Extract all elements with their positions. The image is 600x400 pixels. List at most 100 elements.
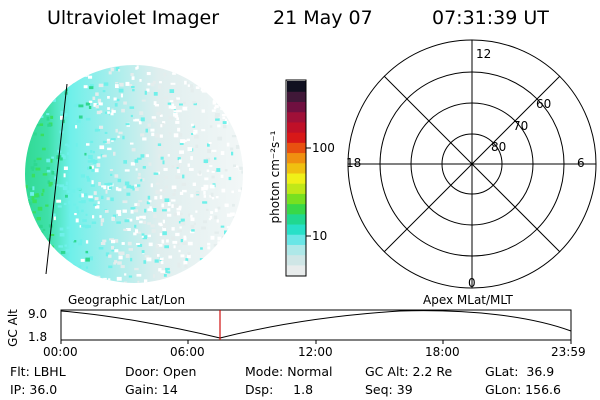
uv-speckle [140,178,145,182]
uv-speckle [76,210,80,214]
uv-speckle [230,147,234,151]
uv-speckle [162,121,166,125]
uv-speckle [203,191,206,195]
uv-speckle [98,102,103,106]
uv-speckle [48,224,53,228]
uv-speckle [78,115,83,119]
uv-speckle [159,114,163,117]
uv-speckle [134,224,137,228]
uv-speckle [167,102,172,105]
uv-speckle [102,140,107,144]
uv-speckle [89,256,93,261]
uv-speckle [117,135,120,138]
uv-speckle [158,154,161,158]
uv-speckle [173,245,176,249]
uv-speckle [107,147,112,151]
colorbar-cell [287,91,306,103]
uv-speckle [159,195,163,199]
uv-speckle [162,160,165,165]
uv-speckle [146,88,150,92]
uv-speckle [156,112,161,115]
uv-speckle [162,231,167,236]
uv-speckle [191,133,194,135]
uv-speckle [62,186,68,191]
uv-speckle [153,172,159,175]
uv-speckle [117,261,122,265]
uv-speckle [200,247,203,250]
uv-speckle [137,280,140,283]
uv-speckle [147,208,153,211]
uv-speckle [124,181,130,186]
uv-speckle [102,239,107,243]
uv-speckle [42,147,46,151]
uv-speckle [184,139,187,142]
uv-speckle [164,96,168,99]
uv-speckle [167,213,172,217]
uv-speckle [126,192,131,196]
uv-speckle [75,206,79,210]
uv-speckle [134,209,139,213]
uv-speckle [118,131,123,135]
uv-speckle [85,213,88,216]
uv-speckle [107,182,113,186]
uv-speckle [209,215,213,219]
uv-speckle [192,101,197,104]
uv-speckle [175,120,180,124]
uv-speckle [73,104,78,108]
uv-speckle [161,123,165,127]
uv-speckle [130,209,134,214]
uv-speckle [155,182,160,185]
uv-speckle [67,144,71,148]
uv-speckle [162,227,166,231]
uv-speckle [64,143,68,146]
uv-speckle [123,160,127,164]
uv-speckle [221,188,226,193]
uv-speckle [84,152,87,156]
uv-speckle [182,106,188,111]
uv-speckle [53,213,56,217]
colorbar-cell [287,162,306,174]
uv-speckle [60,251,66,254]
uv-speckle [140,178,143,182]
uv-speckle [231,151,234,156]
uv-speckle [144,279,148,283]
uv-speckle [111,110,116,113]
uv-speckle [241,169,243,174]
uv-speckle [164,245,169,249]
uv-speckle [46,237,50,242]
uv-speckle [40,133,44,137]
uv-speckle [89,84,94,88]
uv-speckle [217,206,221,210]
uv-speckle [153,118,158,122]
uv-speckle [106,138,110,142]
colorbar-cell [287,183,306,194]
uv-speckle [110,138,116,141]
uv-speckle [25,185,28,189]
uv-speckle [36,124,40,127]
uv-speckle [150,128,155,132]
uv-speckle [153,208,157,212]
uv-speckle [166,239,169,243]
uv-speckle [114,98,120,102]
uv-speckle [172,72,176,75]
uv-speckle [107,111,110,114]
uv-speckle [173,110,179,113]
uv-speckle [209,125,213,128]
uv-speckle [210,192,214,197]
uv-speckle [138,172,141,176]
uv-speckle [190,88,194,93]
uv-speckle [201,109,205,113]
uv-speckle [49,234,55,236]
uv-speckle [64,244,67,247]
uv-speckle [92,215,95,219]
uv-speckle [180,221,186,226]
uv-speckle [50,158,53,163]
uv-speckle [112,217,115,221]
info-gain: Gain: 14 [125,382,178,397]
uv-speckle [91,180,94,185]
uv-speckle [169,100,175,103]
uv-speckle [111,245,115,250]
uv-speckle [30,166,35,170]
uv-speckle [103,185,107,190]
